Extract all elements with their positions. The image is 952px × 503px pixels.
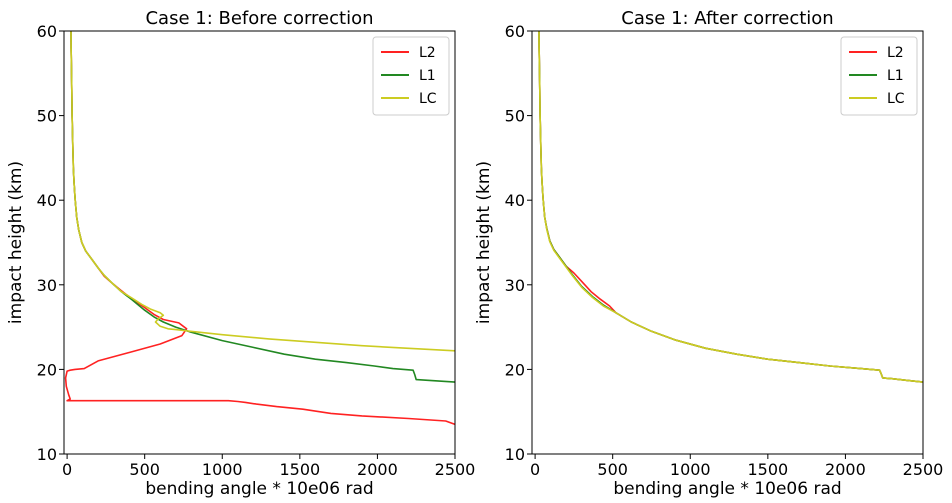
chart-title: Case 1: After correction — [621, 8, 833, 29]
y-tick-label: 30 — [37, 276, 57, 295]
x-tick-label: 2000 — [357, 460, 398, 479]
axes-frame — [63, 30, 456, 455]
y-tick-label: 50 — [37, 107, 57, 126]
legend-box — [840, 36, 918, 116]
y-tick-label: 50 — [505, 107, 525, 126]
y-axis-label: impact height (km) — [474, 161, 494, 324]
series-line-lc — [538, 31, 923, 383]
legend: L2 L1 LC — [840, 36, 918, 116]
legend-label-l1: L1 — [419, 68, 436, 84]
legend: L2 L1 LC — [372, 36, 450, 116]
legend-label-l2: L2 — [419, 45, 436, 61]
chart-panel-2: 0 500 1000 1500 2000 2500 10 20 30 40 50 60 Case 1: … — [474, 8, 943, 499]
y-tick-label: 60 — [37, 22, 57, 41]
x-tick-label: 500 — [129, 460, 160, 479]
legend-label-l1: L1 — [887, 68, 904, 84]
y-axis-label: impact height (km) — [6, 161, 26, 324]
x-tick-label: 0 — [62, 460, 72, 479]
x-axis-label: bending angle * 10e06 rad — [145, 479, 373, 499]
y-tick-label: 10 — [505, 445, 525, 464]
series-line-lc — [70, 31, 455, 352]
x-tick-label: 1000 — [202, 460, 243, 479]
y-tick-label: 60 — [505, 22, 525, 41]
chart-panel-1: 0 500 1000 1500 2000 2500 10 20 30 40 50 60 Case 1: … — [6, 8, 475, 499]
legend-box — [372, 36, 450, 116]
axes-frame — [531, 30, 924, 455]
x-tick-label: 1000 — [670, 460, 711, 479]
x-tick-label: 2500 — [903, 460, 944, 479]
legend-label-lc: LC — [419, 91, 437, 107]
y-tick-label: 40 — [505, 191, 525, 210]
y-tick-label: 20 — [37, 360, 57, 379]
x-axis-label: bending angle * 10e06 rad — [613, 479, 841, 499]
x-tick-label: 2500 — [435, 460, 476, 479]
y-tick-label: 40 — [37, 191, 57, 210]
plot-lines — [64, 31, 455, 426]
chart-title: Case 1: Before correction — [145, 8, 373, 29]
x-tick-label: 1500 — [747, 460, 788, 479]
x-tick-label: 2000 — [825, 460, 866, 479]
legend-label-l2: L2 — [887, 45, 904, 61]
x-tick-label: 0 — [530, 460, 540, 479]
plot-lines — [538, 31, 923, 383]
y-tick-label: 20 — [505, 360, 525, 379]
legend-label-lc: LC — [887, 91, 905, 107]
y-tick-label: 10 — [37, 445, 57, 464]
y-tick-label: 30 — [505, 276, 525, 295]
x-tick-label: 500 — [597, 460, 628, 479]
x-tick-label: 1500 — [279, 460, 320, 479]
